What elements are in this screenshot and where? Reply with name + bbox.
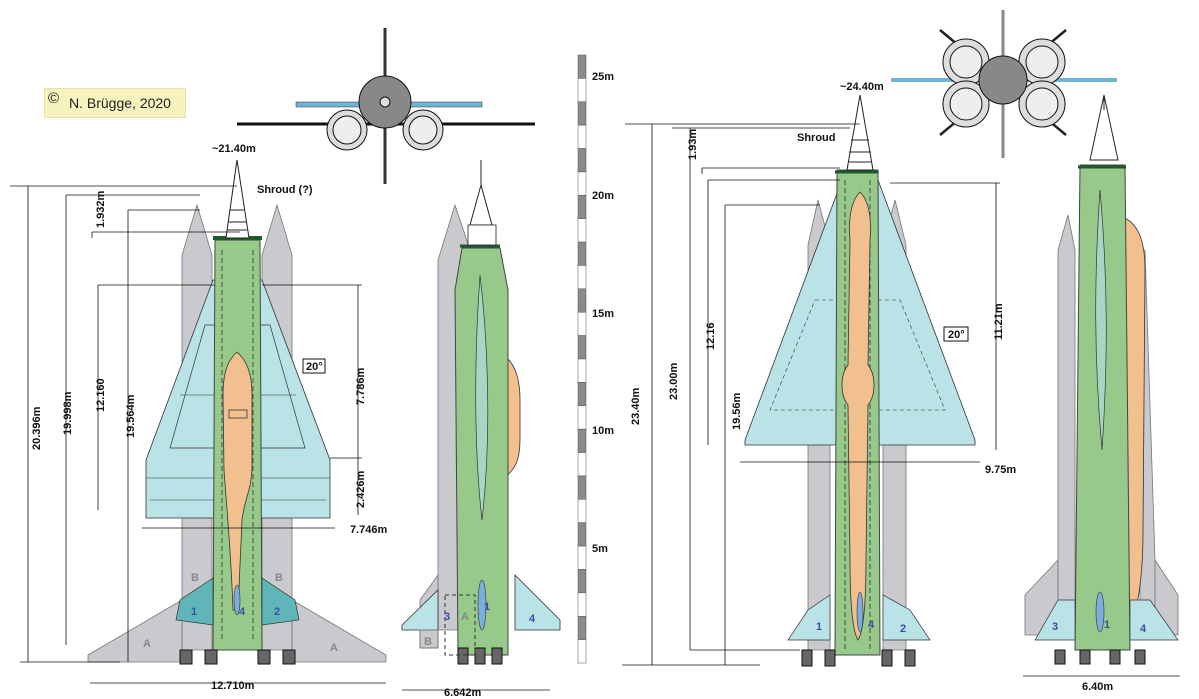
scale-label: 10m	[592, 425, 614, 437]
copyright-symbol: ©	[48, 90, 60, 107]
scale-segment	[577, 592, 587, 617]
left-fin-2: 2	[274, 606, 280, 618]
right-dim-193: 1.93m	[687, 129, 699, 160]
left-side-fin-1: 1	[484, 601, 490, 613]
left-fin-1: 1	[191, 606, 197, 618]
scale-segment	[577, 382, 587, 407]
left-dim-1932: 1.932m	[95, 190, 107, 228]
scale-segment	[577, 241, 587, 266]
left-shroud-label: Shroud (?)	[257, 184, 313, 196]
left-side-fin-b: B	[424, 636, 432, 648]
right-side-fin-1: 1	[1104, 619, 1110, 631]
scale-segment	[577, 452, 587, 477]
left-dim-20396: 20.396m	[31, 406, 43, 450]
left-top-view	[237, 28, 535, 184]
right-dim-2300: 23.00m	[668, 362, 680, 400]
left-side-fin-a: A	[461, 611, 469, 623]
copyright-box: © N. Brügge, 2020	[44, 88, 186, 118]
left-angle-box	[302, 358, 326, 374]
left-fin-b-right: B	[275, 572, 283, 584]
left-dim-2426: 2.426m	[355, 470, 367, 508]
left-dim-12710: 12.710m	[211, 680, 255, 692]
right-tip-label: ~24.40m	[840, 81, 884, 93]
right-front-dimensions	[622, 123, 1000, 666]
scale-segment	[577, 195, 587, 219]
scale-segment	[577, 78, 587, 103]
scale-segment	[577, 335, 587, 360]
left-dim-6642: 6.642m	[444, 687, 482, 699]
right-angle-box	[943, 326, 969, 342]
right-front-view	[744, 94, 976, 667]
left-fin-b-left: B	[191, 572, 199, 584]
right-side-fin-4: 4	[1140, 623, 1147, 635]
right-fin-1: 1	[816, 621, 822, 633]
right-dim-1956: 19.56m	[731, 392, 743, 430]
scale-label: 25m	[592, 71, 614, 83]
scale-segment	[577, 218, 587, 243]
left-dim-7786: 7.786m	[355, 367, 367, 405]
right-top-view	[891, 10, 1117, 158]
left-dim-19564: 19.564m	[125, 394, 137, 438]
right-angle-label: 20°	[948, 329, 965, 341]
right-dim-975: 9.75m	[985, 464, 1016, 476]
scale-segment	[577, 428, 587, 453]
scale-segment	[577, 569, 587, 594]
scale-segment	[577, 522, 587, 547]
right-dim-1121: 11.21m	[993, 303, 1005, 340]
scale-segment	[577, 124, 587, 149]
left-angle-label: 20°	[306, 361, 323, 373]
right-side-view	[1024, 94, 1179, 665]
left-front-view	[87, 159, 387, 665]
right-fin-4: 4	[868, 619, 875, 631]
scale-bar: 25m 20m 15m 10m 5m	[577, 54, 614, 664]
left-fin-a-left: A	[143, 638, 151, 650]
copyright-text: N. Brügge, 2020	[69, 95, 171, 111]
scale-segment	[577, 54, 587, 79]
left-tip-label: ~21.40m	[212, 143, 256, 155]
scale-label: 20m	[592, 190, 614, 202]
scale-segment	[577, 311, 587, 336]
scale-label: 15m	[592, 308, 614, 320]
right-fin-2: 2	[900, 623, 906, 635]
left-dim-7746: 7.746m	[350, 524, 388, 536]
scale-segment	[577, 288, 587, 313]
scale-segment	[577, 499, 587, 523]
scale-label: 5m	[592, 543, 608, 555]
scale-segment	[577, 639, 587, 664]
scale-segment	[577, 265, 587, 290]
right-dim-640: 6.40m	[1082, 681, 1113, 693]
scale-segment	[577, 545, 587, 570]
scale-segment	[577, 475, 587, 500]
right-shroud-label: Shroud	[797, 132, 836, 144]
right-dim-2340: 23.40m	[630, 387, 642, 425]
left-side-fin-3: 3	[444, 611, 450, 623]
scale-segment	[577, 101, 587, 126]
left-dim-12160: 12.160	[95, 378, 107, 412]
scale-segment	[577, 358, 587, 383]
right-dim-1216: 12.16	[705, 322, 717, 350]
left-side-view	[401, 160, 561, 665]
right-side-fin-3: 3	[1052, 621, 1058, 633]
scale-segment	[577, 148, 587, 173]
left-side-fin-4: 4	[529, 613, 536, 625]
scale-segment	[577, 405, 587, 430]
left-fin-a-right: A	[330, 642, 338, 654]
left-fin-4: 4	[239, 606, 246, 618]
left-dim-19998: 19.998m	[62, 391, 74, 435]
scale-segment	[577, 171, 587, 196]
scale-segment	[577, 615, 587, 640]
left-front-dimensions	[10, 185, 386, 684]
